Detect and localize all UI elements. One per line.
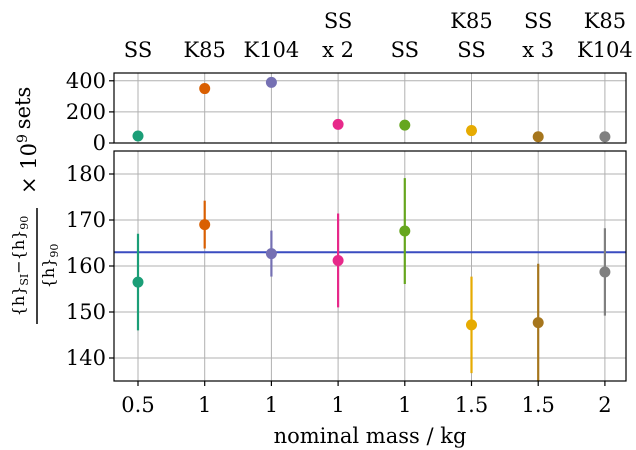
ratio-point	[332, 254, 344, 266]
top-category-label: K85	[183, 38, 225, 62]
top-category-label: K104	[577, 38, 633, 62]
top-category-label: x 3	[522, 38, 554, 62]
x-tick-label: 1	[265, 393, 278, 417]
sets-point	[265, 76, 277, 88]
ratio-point	[466, 319, 477, 331]
sets-point	[466, 125, 477, 137]
ratio-axis-label: {h}SI−{h}90 {h}90 × 109	[9, 134, 61, 324]
ratio-point	[265, 248, 277, 260]
x-tick-label: 1	[398, 393, 411, 417]
top-category-label: SS	[324, 9, 352, 33]
top-category-label: K85	[450, 9, 492, 33]
ratio-ytick-label: 140	[66, 346, 106, 370]
x-tick-label: 1	[331, 393, 344, 417]
ratio-point	[199, 219, 211, 231]
top-category-label: SS	[457, 38, 485, 62]
top-category-label: SS	[391, 38, 419, 62]
ratio-scale-label: × 109	[15, 134, 41, 194]
ratio-point	[599, 266, 611, 278]
sets-point	[399, 119, 411, 131]
sets-axis-label: sets	[11, 87, 35, 129]
sets-ytick-label: 200	[66, 100, 106, 124]
sets-point	[132, 130, 144, 142]
sets-point	[599, 131, 611, 143]
top-category-label: SS	[124, 38, 152, 62]
ratio-ytick-label: 150	[66, 300, 106, 324]
x-tick-label: 0.5	[121, 393, 154, 417]
ratio-ytick-label: 160	[66, 254, 106, 278]
ratio-point	[532, 317, 544, 329]
ratio-denominator: {h}90	[39, 244, 61, 289]
top-category-label: x 2	[322, 38, 354, 62]
top-category-label: K85	[584, 9, 626, 33]
top-category-labels: SS K85 K104 SS x 2 SS K85 SS SS x 3 K85 K104	[124, 9, 633, 62]
ratio-point	[399, 225, 411, 237]
sets-point	[332, 118, 344, 130]
x-tick-label: 1	[198, 393, 211, 417]
ratio-panel: 140 150 160 170 180 0.5 1 1 1 1 1.5 1.5 2	[66, 150, 627, 417]
x-tick-label: 1.5	[455, 393, 488, 417]
ratio-ytick-label: 180	[66, 162, 106, 186]
sets-panel: 0 200 400	[66, 69, 627, 155]
sets-point	[532, 131, 544, 143]
top-category-label: SS	[524, 9, 552, 33]
sets-point	[199, 83, 211, 95]
ratio-numerator: {h}SI−{h}90	[9, 216, 31, 317]
ratio-ytick-label: 170	[66, 208, 106, 232]
ratio-point	[132, 276, 144, 288]
top-category-label: K104	[244, 38, 300, 62]
sets-ytick-label: 400	[66, 69, 106, 93]
sets-panel-frame	[113, 72, 627, 144]
x-axis-label: nominal mass / kg	[274, 424, 467, 448]
sets-ytick-label: 0	[93, 131, 106, 155]
x-tick-label: 2	[598, 393, 611, 417]
x-tick-label: 1.5	[521, 393, 554, 417]
